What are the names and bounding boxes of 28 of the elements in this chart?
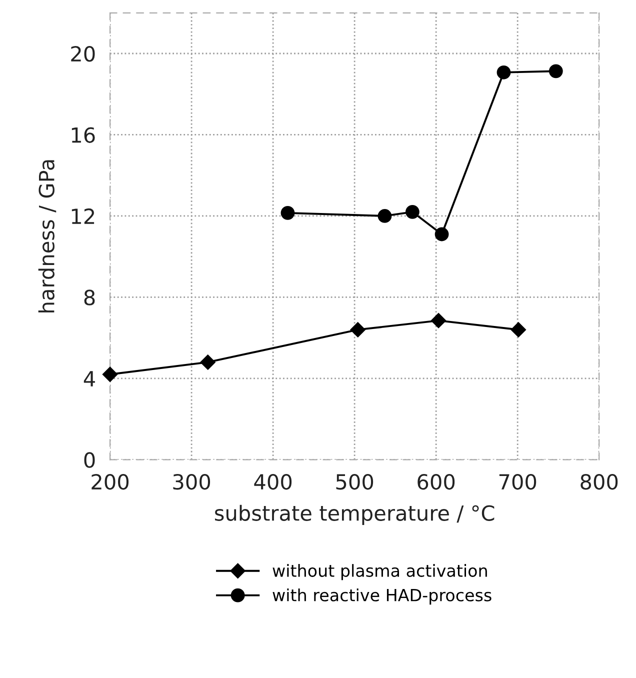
point — [434, 227, 449, 242]
point — [200, 354, 216, 370]
y-tick-label: 16 — [72, 127, 95, 143]
y-tick-label: 4 — [84, 371, 95, 386]
x-tick-label: 600 — [418, 474, 455, 490]
point — [548, 64, 563, 78]
point — [510, 322, 526, 338]
legend-label: without plasma activation — [272, 564, 487, 580]
x-tick-label: 400 — [254, 474, 292, 490]
x-tick-label: 300 — [173, 474, 210, 490]
x-axis-title: substrate temperature / °C — [214, 504, 494, 526]
y-axis-title: hardness / GPa — [38, 160, 56, 312]
point — [350, 322, 366, 338]
point — [430, 312, 446, 328]
point — [406, 204, 420, 219]
point — [280, 206, 295, 220]
x-tick-label: 200 — [92, 474, 129, 490]
legend-label: with reactive HAD-process — [272, 588, 492, 605]
y-tick-label: 12 — [72, 208, 94, 224]
x-tick-label: 700 — [499, 474, 536, 490]
point — [496, 65, 511, 80]
y-tick-label: 0 — [84, 452, 95, 468]
y-tick-label: 8 — [84, 290, 95, 306]
point — [378, 209, 392, 223]
point — [102, 366, 118, 382]
y-tick-label: 20 — [71, 46, 95, 62]
x-tick-label: 500 — [336, 474, 374, 490]
x-tick-label: 800 — [580, 474, 618, 490]
